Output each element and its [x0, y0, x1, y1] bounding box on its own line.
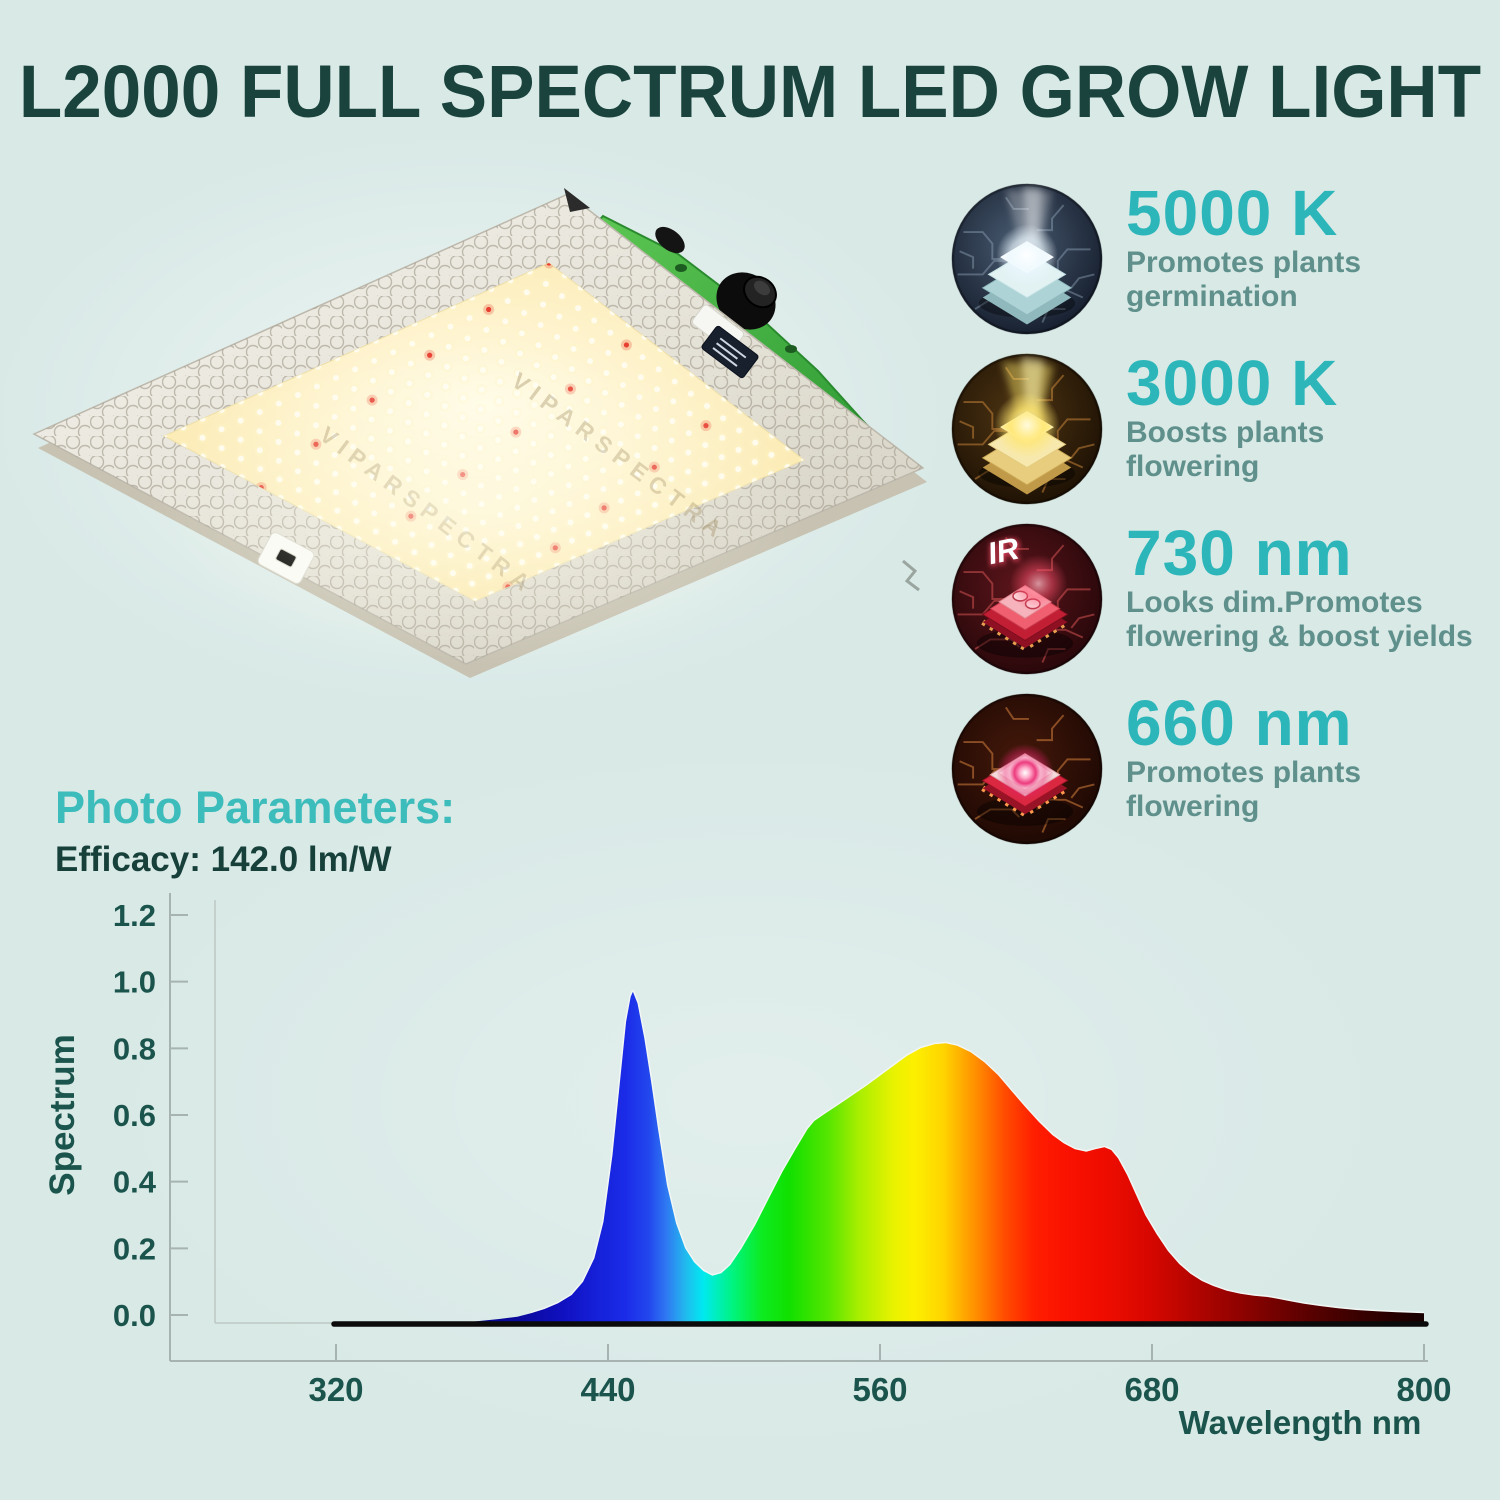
y-tick-label: 0.8	[113, 1031, 156, 1066]
feature-desc-line: Looks dim.Promotes	[1126, 586, 1423, 619]
feature-value: 660 nm	[1126, 687, 1353, 759]
feature-730nm: IR IR 730 nm Looks dim.Promotes flowerin…	[950, 520, 1495, 680]
x-tick-label: 560	[852, 1371, 907, 1408]
feature-value: 5000 K	[1126, 177, 1339, 249]
feature-3000k: 3000 K Boosts plants flowering	[950, 350, 1495, 510]
bracket-hole	[785, 345, 797, 353]
spectrum-chart: 0.0 0.2 0.4 0.6 0.8 1.0 1.2 320 440 560 680 800 Spec…	[43, 893, 1452, 1441]
feature-desc-line: flowering & boost yields	[1126, 620, 1473, 653]
led-chip-5000k-icon	[951, 183, 1103, 335]
y-tick-label: 1.0	[113, 965, 156, 1000]
chart-labels: 0.0 0.2 0.4 0.6 0.8 1.0 1.2 320 440 560 680 800 Spec…	[43, 898, 1452, 1441]
y-tick-label: 0.2	[113, 1231, 156, 1266]
feature-value: 730 nm	[1126, 517, 1353, 589]
bracket-hole	[675, 264, 687, 272]
y-tick-label: 0.6	[113, 1098, 156, 1133]
x-tick-label: 320	[308, 1371, 363, 1408]
feature-value: 3000 K	[1126, 347, 1339, 419]
led-chip-730nm-icon: IR IR	[951, 523, 1103, 675]
x-tick-label: 680	[1124, 1371, 1179, 1408]
feature-660nm: 660 nm Promotes plants flowering	[950, 690, 1495, 850]
spectrum-curve	[336, 991, 1424, 1324]
y-tick-label: 0.4	[113, 1165, 157, 1200]
feature-desc-line: germination	[1126, 280, 1298, 313]
feature-desc-line: Promotes plants	[1126, 246, 1362, 279]
feature-5000k: 5000 K Promotes plants germination	[950, 180, 1495, 340]
cable-clamp	[655, 226, 685, 254]
corner-bracket	[564, 188, 590, 212]
light-glow	[148, 346, 808, 666]
y-tick-label: 1.2	[113, 898, 156, 933]
x-axis-title: Wavelength nm	[1179, 1404, 1422, 1441]
feature-desc-line: Promotes plants	[1126, 756, 1362, 789]
page-title: L2000 FULL SPECTRUM LED GROW LIGHT	[18, 51, 1482, 134]
dimmer-knob	[716, 272, 777, 330]
photo-parameters-heading: Photo Parameters:	[55, 782, 456, 833]
x-tick-label: 440	[580, 1371, 635, 1408]
curve-halo	[530, 990, 1425, 1315]
y-tick-label: 0.0	[113, 1298, 156, 1333]
hanger-clip	[902, 559, 920, 592]
driver-box	[691, 304, 759, 379]
led-chip-3000k-icon	[951, 353, 1103, 505]
feature-desc-line: flowering	[1126, 790, 1260, 823]
led-chip-660nm-icon	[951, 693, 1103, 845]
chart-axes	[169, 893, 1428, 1362]
grow-light-panel-image: VIPARSPECTRA VIPARSPECTRA	[32, 188, 927, 678]
feature-desc-line: Boosts plants	[1126, 416, 1325, 449]
feature-desc-line: flowering	[1126, 450, 1260, 483]
x-tick-label: 800	[1396, 1371, 1451, 1408]
y-axis-title: Spectrum	[43, 1034, 82, 1195]
efficacy-value: Efficacy: 142.0 lm/W	[55, 840, 392, 879]
